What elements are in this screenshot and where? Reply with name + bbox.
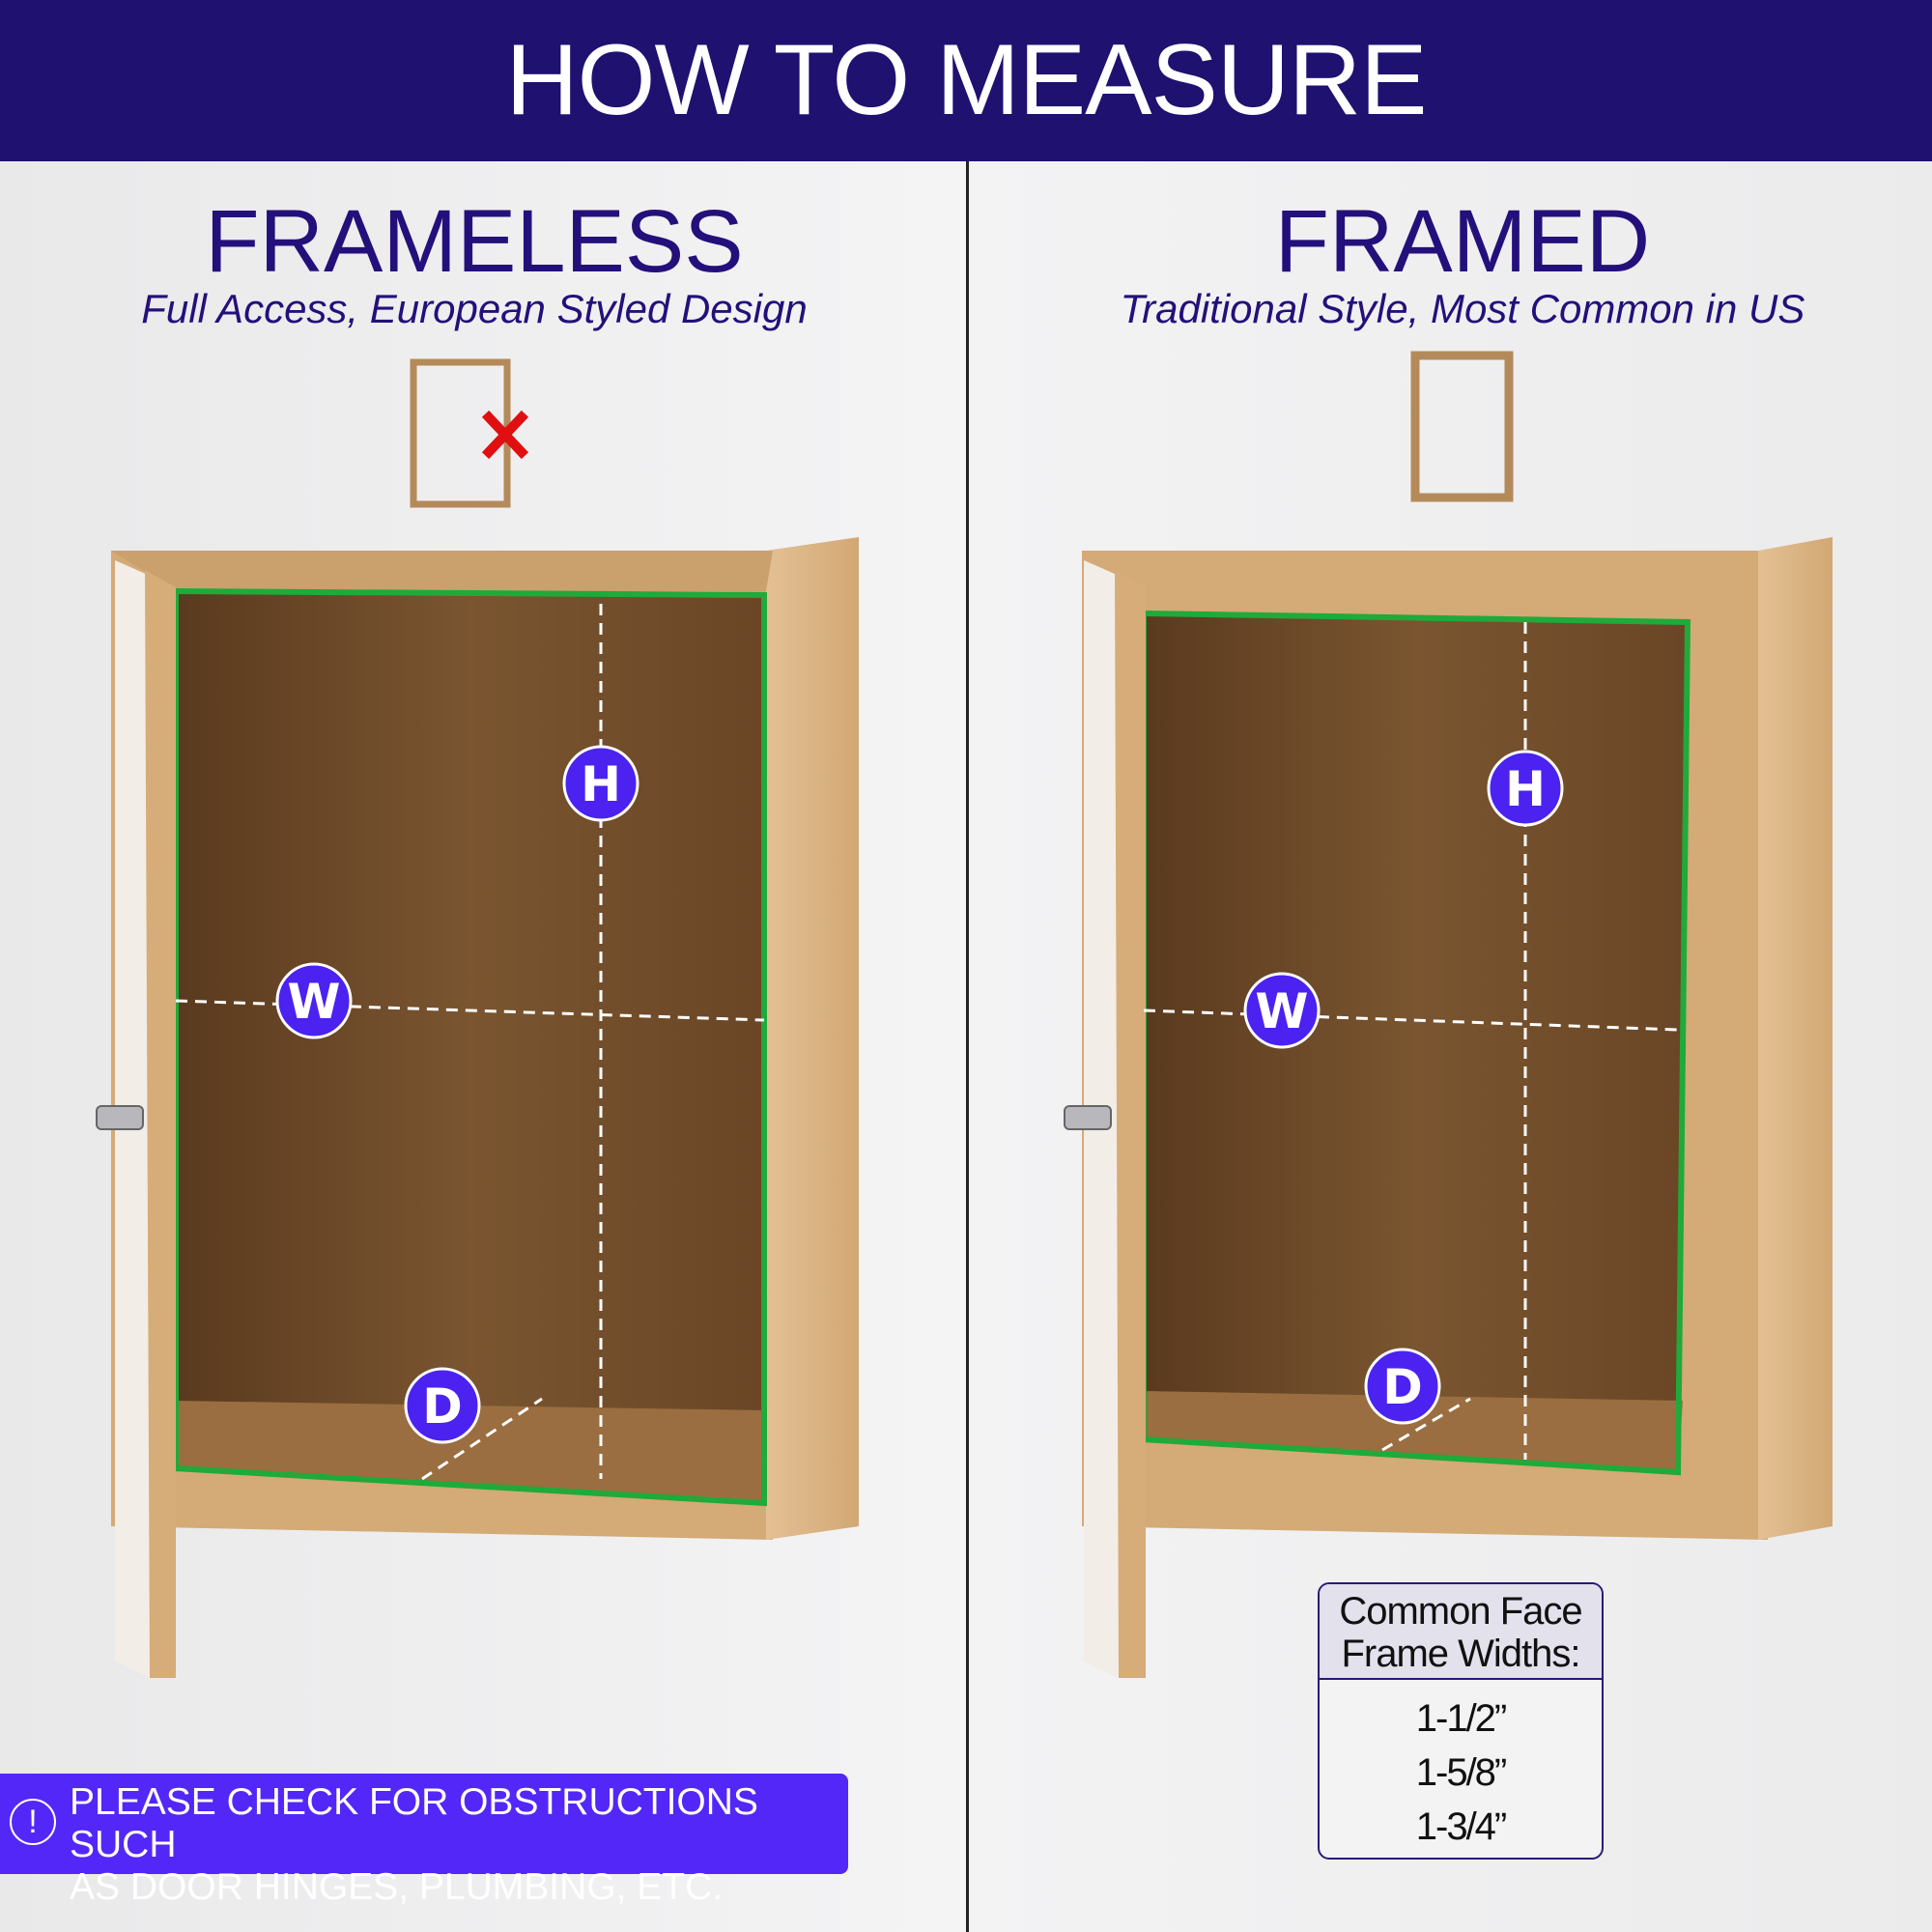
page-title: HOW TO MEASURE <box>505 24 1428 136</box>
depth-marker: D <box>1364 1348 1441 1425</box>
frameless-cabinet <box>96 537 859 1678</box>
framed-subtitle: Traditional Style, Most Common in US <box>1120 286 1805 331</box>
svg-text:D: D <box>1382 1359 1423 1415</box>
framed-cabinet <box>1064 537 1833 1678</box>
frameless-title: FRAMELESS <box>205 192 744 291</box>
height-marker: H <box>562 745 639 822</box>
face-frame-width-value: 1-5/8” <box>1415 1751 1508 1794</box>
page-header: HOW TO MEASURE <box>0 0 1932 161</box>
svg-text:D: D <box>422 1378 463 1435</box>
door-knob-icon <box>1064 1105 1112 1130</box>
svg-text:H: H <box>581 756 621 812</box>
panel-divider <box>966 161 969 1932</box>
frameless-subtitle: Full Access, European Styled Design <box>141 286 808 331</box>
svg-text:W: W <box>1255 983 1308 1039</box>
warning-line-1: PLEASE CHECK FOR OBSTRUCTIONS SUCH <box>70 1781 758 1865</box>
face-frame-widths-box: Common Face Frame Widths: 1-1/2” 1-5/8” … <box>1318 1582 1604 1860</box>
warning-line-2: AS DOOR HINGES, PLUMBING, ETC. <box>70 1866 724 1908</box>
obstruction-warning-banner: ! PLEASE CHECK FOR OBSTRUCTIONS SUCH AS … <box>0 1774 848 1908</box>
exclamation-circle-icon: ! <box>10 1799 56 1845</box>
svg-text:W: W <box>287 974 340 1030</box>
face-frame-width-value: 1-3/4” <box>1415 1805 1508 1848</box>
width-marker: W <box>1243 972 1321 1049</box>
door-knob-icon <box>96 1105 144 1130</box>
width-marker: W <box>275 962 353 1039</box>
face-frame-heading: Common Face Frame Widths: <box>1320 1584 1602 1680</box>
red-x-icon <box>481 410 529 460</box>
frameless-frame-icon <box>410 358 529 508</box>
face-frame-width-value: 1-1/2” <box>1415 1697 1508 1740</box>
depth-marker: D <box>404 1367 481 1444</box>
framed-frame-icon <box>1410 351 1514 502</box>
svg-text:H: H <box>1505 761 1546 817</box>
height-marker: H <box>1487 750 1564 827</box>
framed-title: FRAMED <box>1274 192 1651 291</box>
